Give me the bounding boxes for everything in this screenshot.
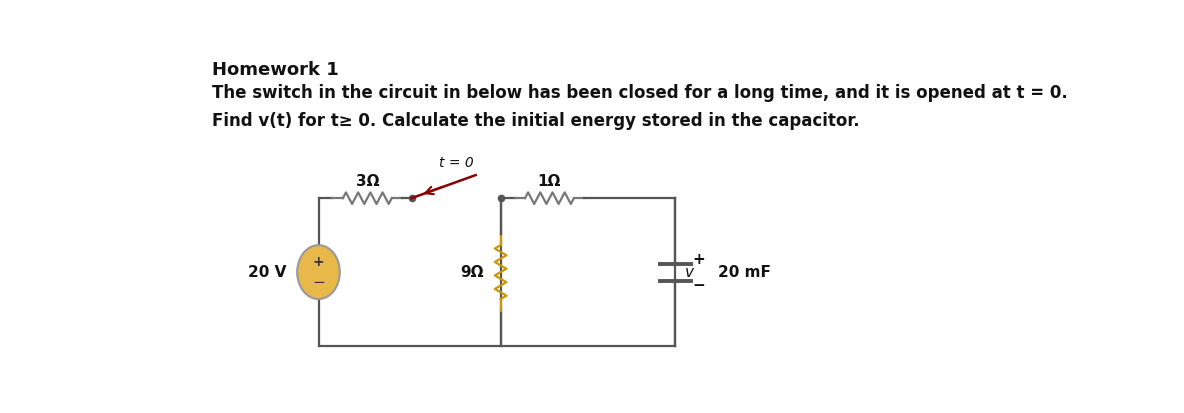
Text: t = 0: t = 0 <box>439 157 474 171</box>
Text: −: − <box>313 275 324 290</box>
Text: +: + <box>693 252 704 266</box>
Text: 20 mF: 20 mF <box>718 265 771 280</box>
Text: v: v <box>686 265 694 280</box>
Ellipse shape <box>297 245 340 299</box>
Text: 20 V: 20 V <box>247 265 287 280</box>
Text: 1Ω: 1Ω <box>538 174 561 189</box>
Text: Homework 1: Homework 1 <box>212 61 339 79</box>
Text: 9Ω: 9Ω <box>461 265 483 280</box>
Text: −: − <box>693 278 704 293</box>
Text: Find v(t) for t≥ 0. Calculate the initial energy stored in the capacitor.: Find v(t) for t≥ 0. Calculate the initia… <box>212 112 860 130</box>
Text: 3Ω: 3Ω <box>355 174 379 189</box>
Text: The switch in the circuit in below has been closed for a long time, and it is op: The switch in the circuit in below has b… <box>212 84 1067 102</box>
Text: +: + <box>313 255 324 269</box>
